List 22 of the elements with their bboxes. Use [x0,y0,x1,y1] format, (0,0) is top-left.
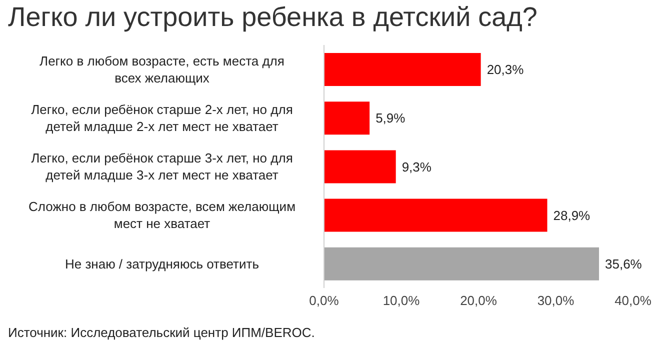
text: Источник: Исследовательский центр ИПМ/BEROC. [8,325,315,340]
y-tick-label: Не знаю / затрудняюсь ответить [64,256,260,272]
chart-title: Легко ли устроить ребенка в детский сад? [8,2,538,33]
data-label: 5,9% [376,110,406,126]
x-tick-label: 0,0% [309,293,340,308]
data-label: 35,6% [605,256,642,272]
x-tick-label: 40,0% [614,293,652,308]
x-tick-label: 20,0% [460,293,498,308]
data-label: 9,3% [402,159,432,174]
y-tick-label: Легко, если ребёнок старше 3-х лет, но для детей младше 3-х лет мест не хватает [31,150,293,183]
bar [324,102,370,135]
y-tick-label: Сложно в любом возрасте, всем желающим мест не хватает [28,199,296,232]
bar [324,53,481,86]
bar [324,247,600,280]
x-tick-label: 30,0% [537,293,575,308]
y-tick-label: Легко, если ребёнок старше 2-х лет, но для детей младше 2-х лет мест не хватает [31,102,293,134]
y-tick-label: Легко в любом возрасте, есть места для всех желающих [40,53,284,86]
bar [324,150,396,184]
x-tick-label: 10,0% [382,293,420,308]
data-label: 28,9% [553,208,591,223]
data-label: 20,3% [486,62,524,78]
bar [324,198,548,232]
